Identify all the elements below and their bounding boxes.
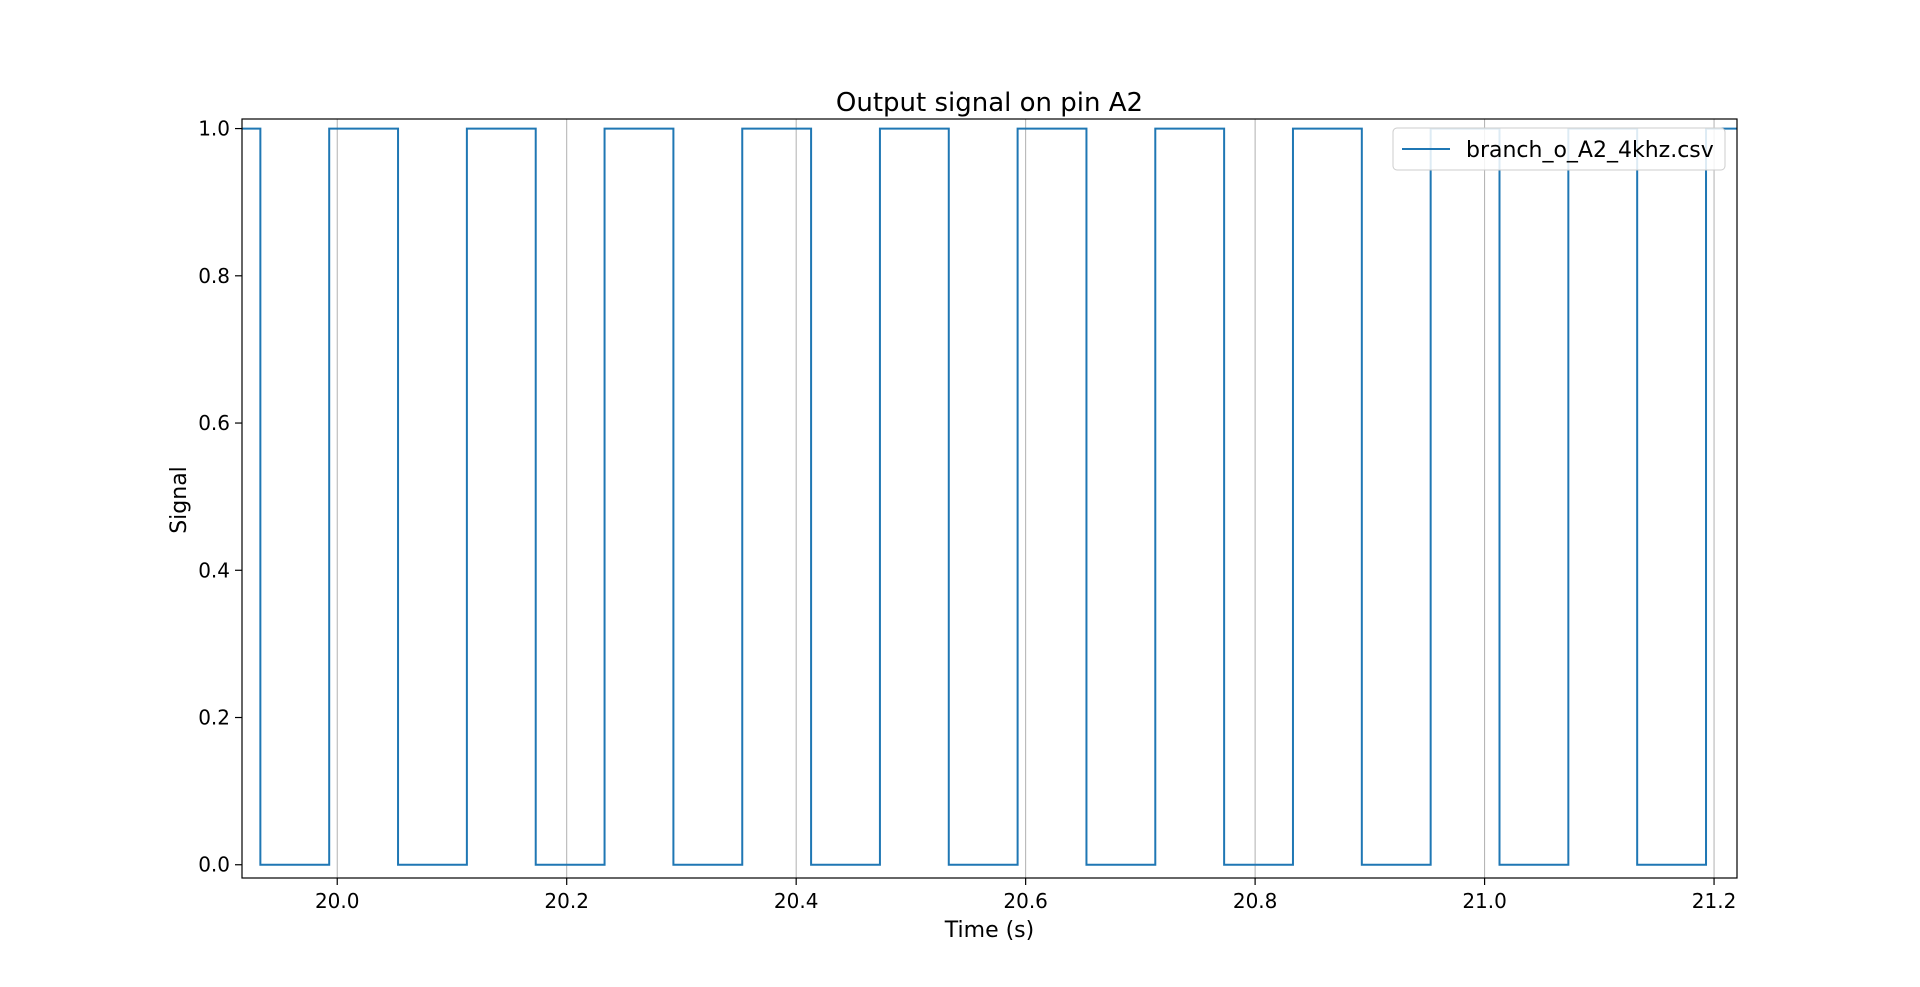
y-axis-label: Signal (167, 466, 192, 534)
plot-area-frame (241, 118, 1738, 879)
x-tick-label: 20.2 (544, 889, 589, 913)
y-tick-label: 0.6 (198, 411, 230, 435)
legend-entry-label: branch_o_A2_4khz.csv (1466, 138, 1714, 163)
x-tick-label: 21.2 (1692, 889, 1737, 913)
y-tick-label: 0.4 (198, 558, 230, 582)
x-axis-ticks: 20.0 20.2 20.4 20.6 20.8 21.0 21.2 (315, 878, 1736, 913)
x-tick-label: 21.0 (1462, 889, 1507, 913)
x-axis-label: Time (s) (944, 918, 1034, 943)
legend-box (1392, 127, 1726, 171)
y-tick-label: 1.0 (198, 117, 230, 141)
signal-series-line (242, 127, 1737, 866)
legend: branch_o_A2_4khz.csv (1392, 127, 1726, 171)
x-tick-label: 20.6 (1003, 889, 1048, 913)
x-tick-label: 20.8 (1233, 889, 1278, 913)
chart-title: Output signal on pin A2 (836, 88, 1143, 118)
y-tick-label: 0.0 (198, 853, 230, 877)
y-axis-ticks: 0.0 0.2 0.4 0.6 0.8 1.0 (198, 117, 242, 877)
x-tick-label: 20.4 (774, 889, 819, 913)
y-tick-label: 0.2 (198, 706, 230, 730)
grid-lines (336, 119, 1715, 878)
y-tick-label: 0.8 (198, 264, 230, 288)
series-layer (242, 127, 1737, 866)
x-tick-label: 20.0 (315, 889, 360, 913)
